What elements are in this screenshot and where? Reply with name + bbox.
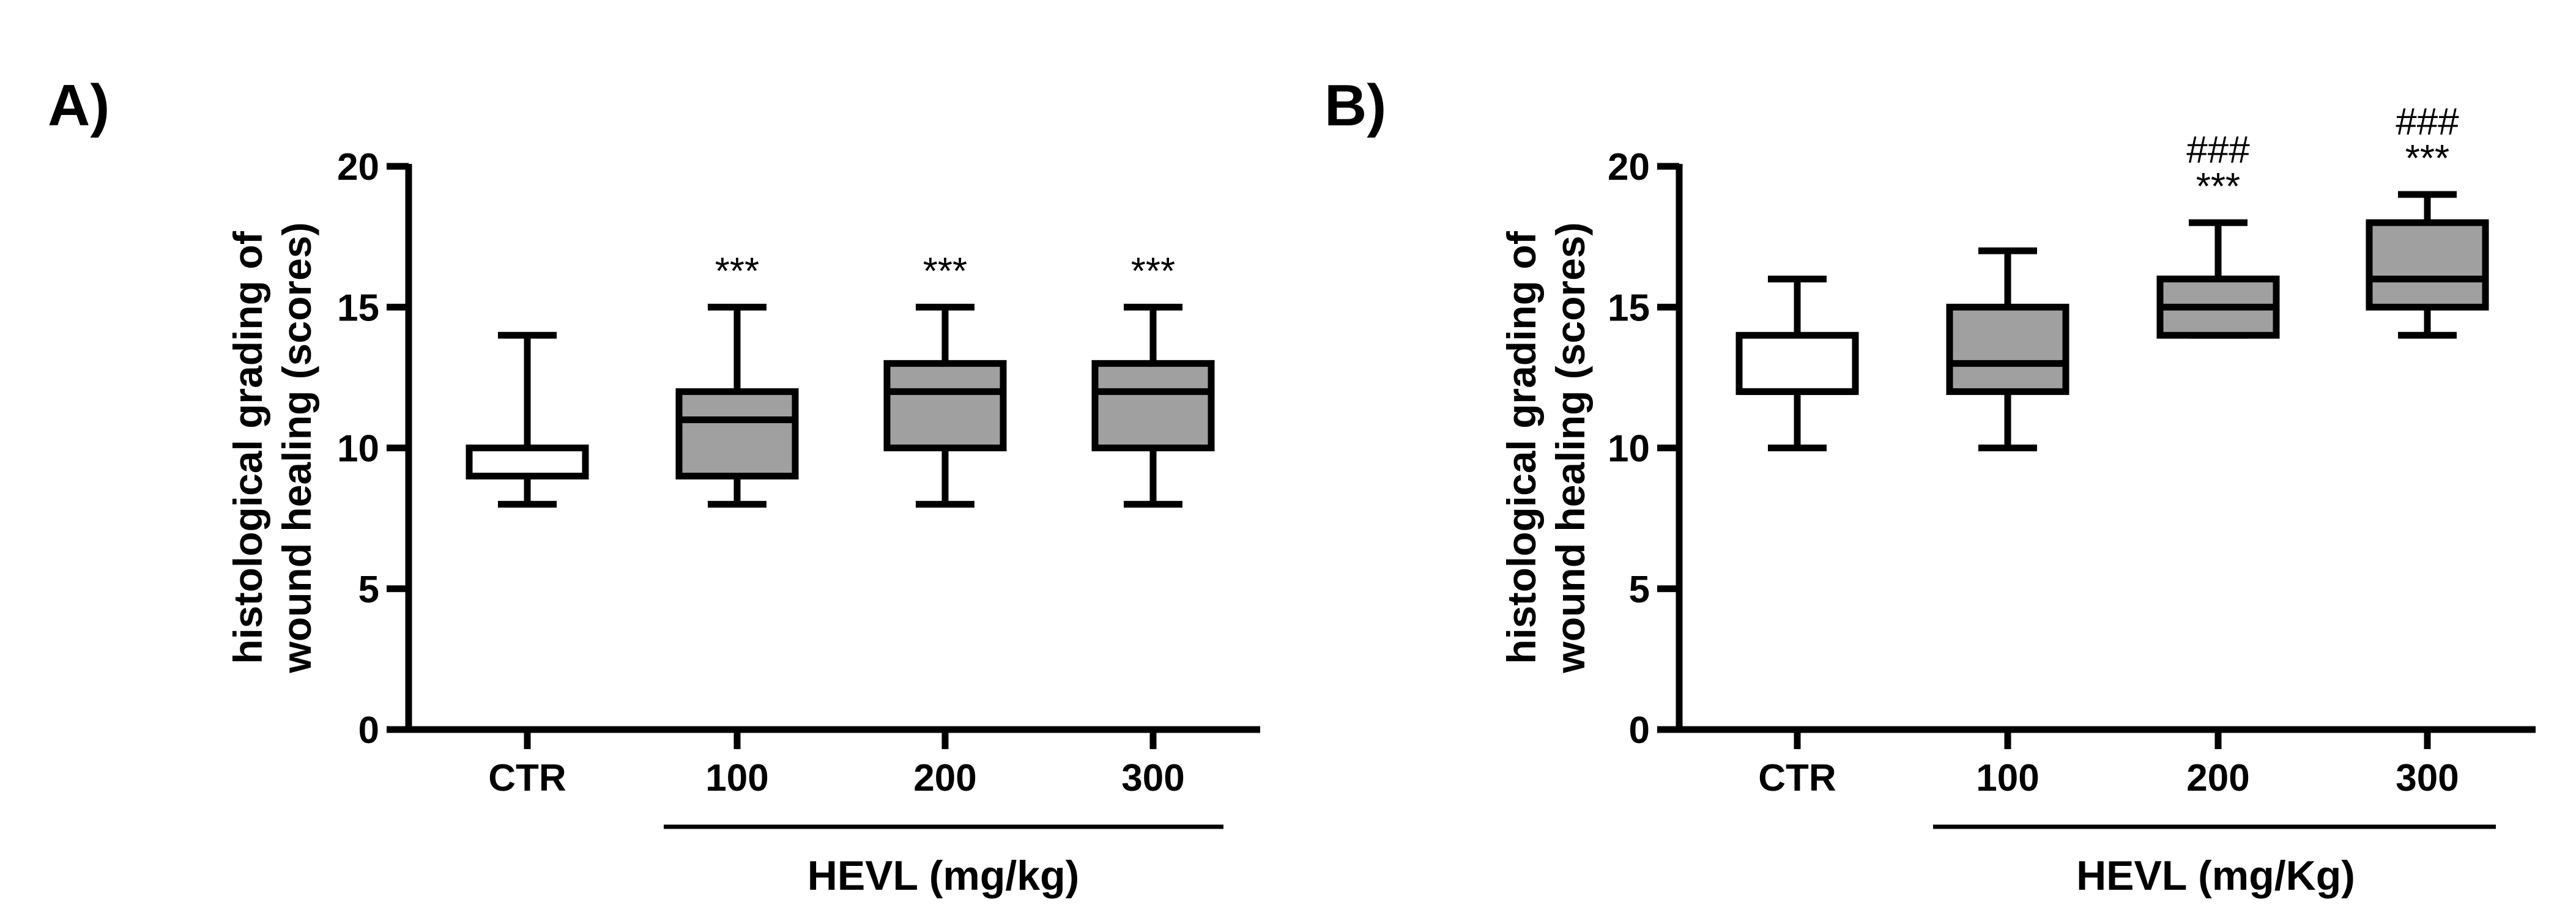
y-axis-label-line1: histological grading of (1499, 231, 1544, 664)
panel-label: B) (1324, 73, 1386, 138)
box-100: 100 (1946, 247, 2069, 799)
y-tick-label: 20 (337, 146, 379, 188)
group-label: HEVL (mg/kg) (807, 852, 1080, 899)
box-ctr: CTR (466, 331, 589, 799)
box-300: *** 300 (1091, 250, 1215, 799)
y-axis-label-line2: wound healing (scores) (1548, 222, 1593, 673)
box-ctr: CTR (1735, 275, 1859, 799)
iqr-box (883, 360, 1007, 451)
significance-stars: *** (715, 250, 759, 292)
iqr-box (675, 388, 799, 480)
x-category-label: 300 (1121, 757, 1184, 799)
y-tick-label: 0 (358, 709, 379, 752)
significance-stars: *** (923, 250, 967, 292)
x-category-label: 100 (705, 757, 768, 799)
significance-hashes: ### (2396, 101, 2459, 143)
box-100: *** 100 (675, 250, 799, 799)
x-category-label: 200 (913, 757, 976, 799)
chart-panel-a: A) histological grading of wound healing (… (48, 73, 1260, 899)
y-tick-label: 5 (358, 569, 379, 611)
y-tick-label: 20 (1608, 146, 1650, 188)
y-axis-label-line2: wound healing (scores) (274, 222, 319, 673)
significance-hashes: ### (2186, 129, 2250, 171)
panel-label: A) (48, 73, 109, 138)
significance-stars: *** (2405, 138, 2449, 180)
x-category-label: CTR (1758, 757, 1836, 799)
x-category-label: 300 (2396, 757, 2459, 799)
y-tick-label: 5 (1629, 569, 1650, 611)
y-tick-label: 0 (1629, 709, 1650, 752)
x-category-label: CTR (488, 757, 566, 799)
y-tick-label: 10 (337, 428, 379, 470)
y-tick-label: 15 (1608, 287, 1650, 329)
iqr-box (1946, 303, 2069, 395)
significance-stars: *** (1131, 250, 1175, 292)
group-label: HEVL (mg/Kg) (2076, 852, 2355, 899)
x-category-label: 200 (2186, 757, 2249, 799)
box-200: ***### 200 (2156, 129, 2280, 799)
box-300: ***### 300 (2366, 101, 2489, 799)
y-tick-label: 10 (1608, 428, 1650, 470)
iqr-box (2366, 219, 2489, 311)
iqr-box (1735, 331, 1859, 395)
box-200: *** 200 (883, 250, 1007, 799)
chart-panel-b: B) histological grading of wound healing (… (1324, 73, 2536, 899)
y-axis-label-line1: histological grading of (225, 231, 270, 664)
iqr-box (1091, 360, 1215, 451)
significance-stars: *** (2196, 166, 2240, 208)
x-category-label: 100 (1976, 757, 2039, 799)
iqr-box (466, 445, 589, 480)
y-tick-label: 15 (337, 287, 379, 329)
